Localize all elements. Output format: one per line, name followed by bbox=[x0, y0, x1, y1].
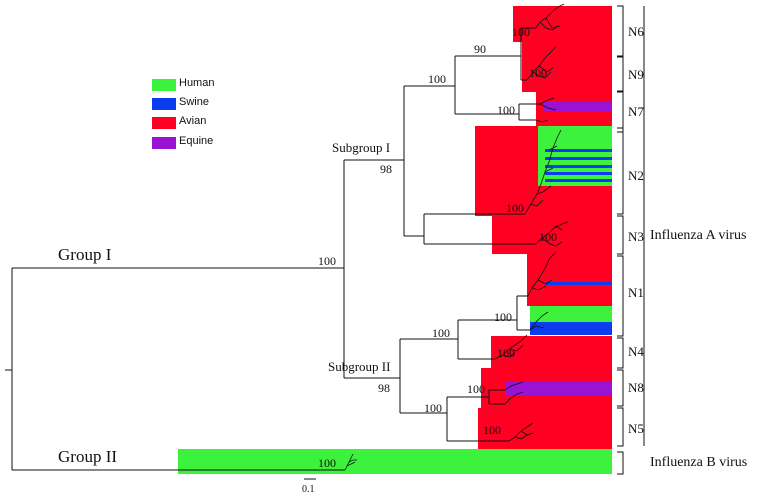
band-n2-swine-2 bbox=[545, 157, 612, 160]
band-n2-swine-4 bbox=[545, 172, 612, 175]
bootstrap-n6-n9: 90 bbox=[474, 42, 486, 56]
bracket-n1 bbox=[617, 255, 624, 337]
legend-item-swine: Swine bbox=[152, 96, 272, 110]
bracket-n5 bbox=[617, 407, 624, 447]
clade-label-n9: N9 bbox=[628, 67, 644, 82]
subgroup-1-label: Subgroup I bbox=[332, 140, 390, 155]
band-n9-avian bbox=[522, 42, 612, 92]
leaf-clusters bbox=[344, 3, 569, 471]
bootstrap-n8-n5: 100 bbox=[424, 401, 442, 415]
bootstrap-n6: 100 bbox=[512, 25, 530, 39]
group-2-label: Group II bbox=[58, 447, 117, 466]
clade-label-n6: N6 bbox=[628, 24, 644, 39]
band-n2-swine-5 bbox=[545, 179, 612, 182]
band-n2-swine-3 bbox=[545, 165, 612, 168]
bootstrap-subgroup-2: 98 bbox=[378, 381, 390, 395]
legend-label-human: Human bbox=[179, 77, 215, 89]
scale-bar-label: 0.1 bbox=[302, 484, 315, 495]
bootstrap-n4: 100 bbox=[497, 346, 515, 360]
legend-label-equine: Equine bbox=[179, 135, 214, 147]
legend-item-human: Human bbox=[152, 77, 272, 91]
band-n4-avian bbox=[491, 336, 612, 368]
legend-swatch-equine bbox=[152, 137, 176, 149]
bracket-influenza-b bbox=[617, 451, 624, 475]
clade-brackets bbox=[617, 5, 645, 475]
bootstrap-n9: 100 bbox=[529, 66, 547, 80]
influenza-a-label: Influenza A virus bbox=[650, 228, 746, 243]
band-n6-avian bbox=[513, 6, 612, 42]
bracket-n4 bbox=[617, 337, 624, 369]
influenza-b-label: Influenza B virus bbox=[650, 455, 747, 470]
legend-item-equine: Equine bbox=[152, 135, 272, 149]
bracket-n3 bbox=[617, 215, 624, 255]
bracket-n7 bbox=[617, 91, 624, 133]
bootstrap-n3: 100 bbox=[539, 230, 557, 244]
legend-swatch-human bbox=[152, 79, 176, 91]
host-color-bands bbox=[178, 6, 612, 474]
legend-item-avian: Avian bbox=[152, 115, 272, 129]
clade-label-n1: N1 bbox=[628, 285, 644, 300]
band-n1-human bbox=[530, 306, 612, 322]
subgroup-2-label: Subgroup II bbox=[328, 359, 390, 374]
clade-label-n8: N8 bbox=[628, 380, 644, 395]
band-n5-avian bbox=[478, 408, 612, 449]
clade-label-n4: N4 bbox=[628, 344, 644, 359]
band-n2-swine-1 bbox=[545, 149, 612, 152]
band-n3-avian bbox=[492, 216, 612, 254]
legend-swatch-avian bbox=[152, 117, 176, 129]
bracket-n2 bbox=[617, 127, 624, 215]
band-n1-swine-line bbox=[545, 282, 612, 285]
band-n2-human bbox=[538, 126, 612, 186]
bootstrap-influenza-b: 100 bbox=[318, 456, 336, 470]
bootstrap-n6-n9-n7: 100 bbox=[428, 72, 446, 86]
clade-label-n5: N5 bbox=[628, 421, 644, 436]
bootstrap-n8: 100 bbox=[467, 382, 485, 396]
legend-swatch-swine bbox=[152, 98, 176, 110]
bracket-n8 bbox=[617, 369, 624, 407]
bracket-n6 bbox=[617, 5, 624, 57]
group-1-label: Group I bbox=[58, 245, 112, 264]
bootstrap-n1: 100 bbox=[494, 310, 512, 324]
bootstrap-n7: 100 bbox=[497, 103, 515, 117]
band-n8-equine bbox=[505, 382, 612, 396]
clade-label-n3: N3 bbox=[628, 229, 644, 244]
legend-label-avian: Avian bbox=[179, 115, 207, 127]
bootstrap-n2: 100 bbox=[506, 201, 524, 215]
bootstrap-n4-n1: 100 bbox=[432, 326, 450, 340]
bootstrap-group-1: 100 bbox=[318, 254, 336, 268]
bootstrap-subgroup-1: 98 bbox=[380, 162, 392, 176]
band-n7-equine bbox=[543, 101, 612, 111]
band-n1-avian bbox=[527, 254, 612, 306]
bootstrap-n5: 100 bbox=[483, 423, 501, 437]
bracket-n9 bbox=[617, 56, 624, 92]
legend-label-swine: Swine bbox=[179, 96, 209, 108]
band-n1-swine bbox=[530, 322, 612, 335]
tree-branches bbox=[5, 27, 540, 471]
clade-label-n2: N2 bbox=[628, 168, 644, 183]
clade-label-n7: N7 bbox=[628, 104, 644, 119]
